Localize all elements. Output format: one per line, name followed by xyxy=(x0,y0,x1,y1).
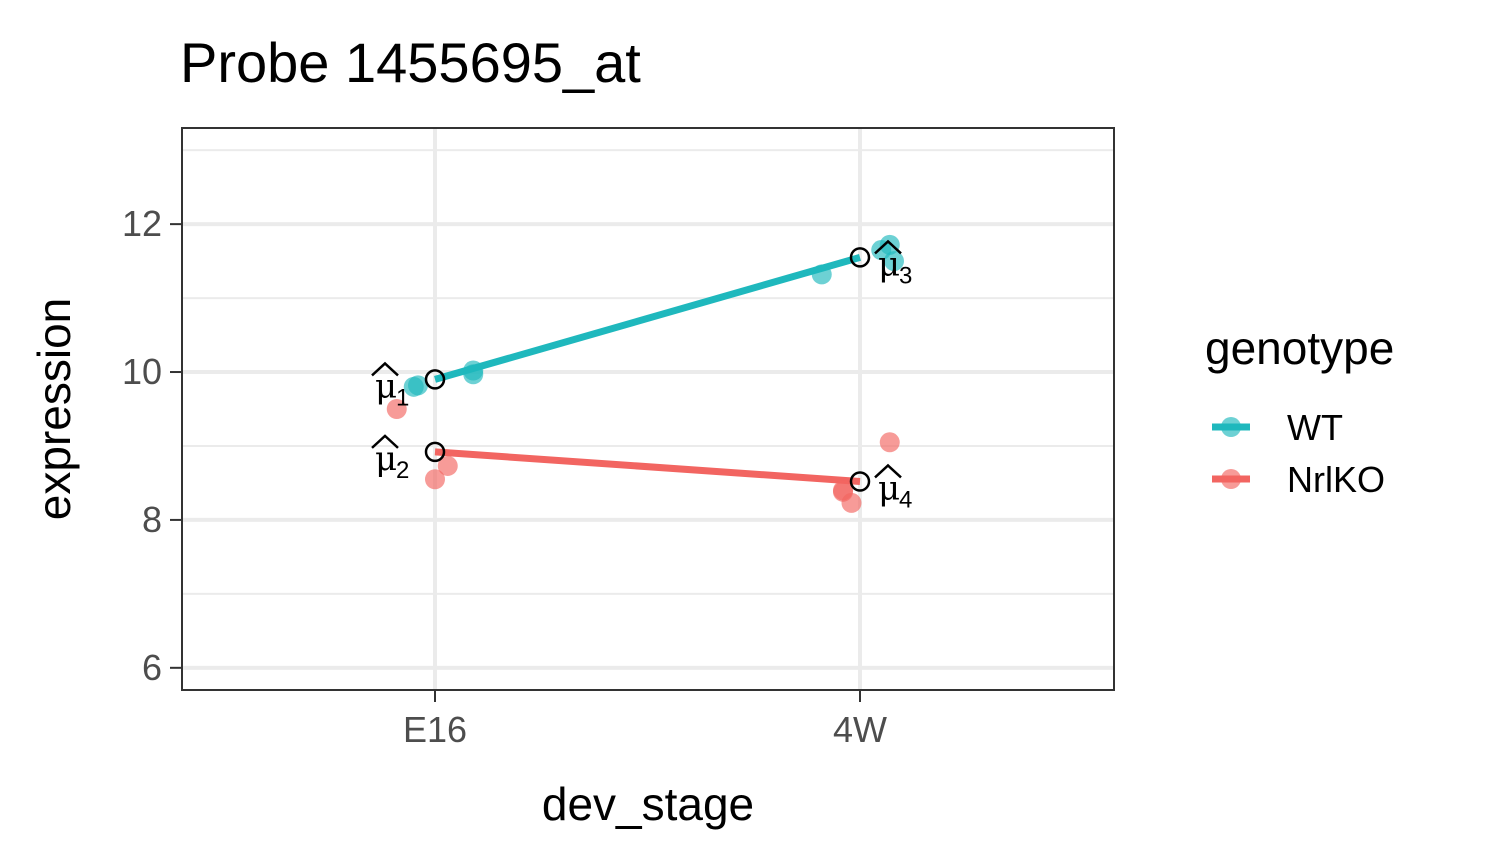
y-axis-title: expression xyxy=(28,298,80,520)
x-tick-label: E16 xyxy=(403,709,467,750)
data-point-NrlKO xyxy=(437,455,458,476)
legend-label: WT xyxy=(1287,407,1343,448)
mean-label-symbol: μ xyxy=(878,244,900,284)
mean-marker xyxy=(424,441,446,463)
hat-icon xyxy=(874,463,902,479)
mean-label-subscript: 2 xyxy=(396,457,409,484)
x-axis-title: dev_stage xyxy=(542,778,754,830)
mean-label: μ3 xyxy=(874,239,912,289)
x-axis: E16 4W xyxy=(403,690,887,750)
hat-icon xyxy=(371,361,399,377)
y-tick-label: 12 xyxy=(122,203,162,244)
legend-key-point xyxy=(1221,469,1241,489)
legend-label: NrlKO xyxy=(1287,459,1385,500)
mean-label-subscript: 4 xyxy=(899,486,912,513)
data-point-WT xyxy=(408,375,428,396)
data-point-WT xyxy=(879,234,900,255)
data-point-WT xyxy=(811,264,832,285)
y-tick-label: 6 xyxy=(142,647,162,688)
x-tick-label: 4W xyxy=(833,709,887,750)
data-point-WT xyxy=(884,251,904,272)
panel-background xyxy=(182,128,1114,690)
data-points xyxy=(386,234,904,513)
series-line-NrlKO xyxy=(434,448,861,485)
data-point-NrlKO xyxy=(386,399,407,419)
hat-icon xyxy=(874,239,902,255)
data-point-NrlKO xyxy=(841,492,862,513)
hat-icon xyxy=(371,434,399,449)
mean-lines xyxy=(434,254,861,485)
mean-label-symbol: μ xyxy=(878,468,900,508)
y-tick-label: 10 xyxy=(122,351,162,392)
legend-title: genotype xyxy=(1205,322,1394,374)
mean-label-symbol: μ xyxy=(375,439,397,479)
y-tick-label: 8 xyxy=(142,499,162,540)
mean-label: μ4 xyxy=(874,463,912,513)
mean-label-symbol: μ xyxy=(375,366,397,406)
mean-marker xyxy=(849,471,871,492)
data-point-WT xyxy=(463,364,484,385)
legend-key-point xyxy=(1221,417,1241,437)
panel-border xyxy=(181,127,1115,691)
series-line-WT xyxy=(434,254,861,383)
chart-title: Probe 1455695_at xyxy=(180,31,641,94)
gridlines xyxy=(182,128,1114,690)
data-point-NrlKO xyxy=(879,432,900,453)
mean-marker xyxy=(849,247,871,268)
mean-label-subscript: 3 xyxy=(899,262,912,289)
data-point-NrlKO xyxy=(425,469,445,490)
mean-marker xyxy=(424,369,446,390)
mean-label: μ1 xyxy=(371,361,409,411)
mean-label-subscript: 1 xyxy=(396,384,409,411)
y-axis: 6 8 10 12 xyxy=(122,203,182,688)
legend: genotype WT NrlKO xyxy=(1205,322,1394,500)
mean-label: μ2 xyxy=(371,434,409,484)
